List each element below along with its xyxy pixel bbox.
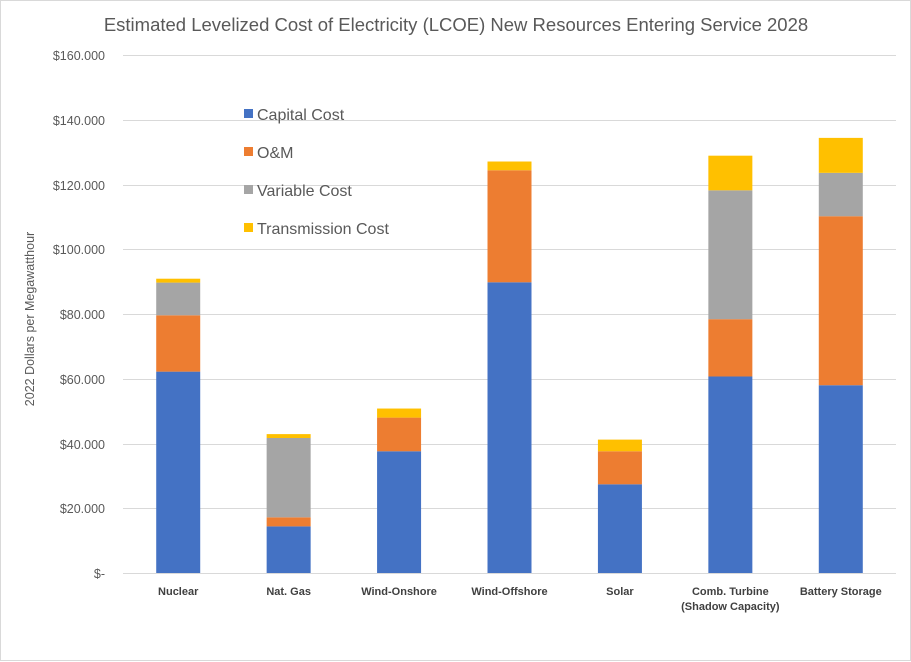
legend-swatch (244, 223, 253, 232)
bar-segment (377, 408, 422, 418)
bar-stack (156, 278, 201, 573)
bar-segment (708, 190, 753, 320)
legend-swatch (244, 147, 253, 156)
bar-segment (818, 385, 863, 573)
x-tick-label: Wind-Offshore (471, 586, 547, 598)
bar-segment (377, 451, 422, 573)
bar-segment (156, 315, 201, 372)
bar-segment (818, 137, 863, 173)
bar-segment (487, 161, 532, 171)
legend-label: Transmission Cost (257, 221, 389, 238)
bar-segment (708, 319, 753, 377)
bar-stack (266, 434, 311, 573)
bar-segment (708, 376, 753, 573)
bar-segment (818, 216, 863, 386)
bar-segment (266, 517, 311, 527)
bar-segment (266, 526, 311, 573)
bar-segment (487, 170, 532, 283)
x-tick-label: Solar (606, 586, 634, 598)
x-tick-label: Nuclear (158, 586, 199, 598)
y-tick-label: $20.000 (60, 502, 105, 516)
legend-label: O&M (257, 145, 293, 162)
y-tick-label: $80.000 (60, 308, 105, 322)
bar-segment (377, 417, 422, 452)
bar-segment (266, 437, 311, 518)
bar-segment (597, 439, 642, 452)
bar-segment (597, 484, 642, 573)
legend-label: Capital Cost (257, 107, 345, 124)
bar-stack (377, 408, 422, 573)
x-tick-label: Wind-Onshore (361, 586, 437, 598)
y-tick-label: $60.000 (60, 373, 105, 387)
bars (156, 137, 863, 573)
bar-segment (266, 434, 311, 438)
y-tick-label: $160.000 (53, 49, 105, 63)
y-tick-label: $120.000 (53, 179, 105, 193)
y-tick-label: $100.000 (53, 243, 105, 257)
legend-label: Variable Cost (257, 183, 352, 200)
legend-swatch (244, 185, 253, 194)
x-tick-label: Battery Storage (800, 586, 882, 598)
y-axis-ticks: $- $20.000 $40.000 $60.000 $80.000 $100.000 $1… (53, 49, 105, 581)
bar-segment (156, 282, 201, 316)
bar-stack (818, 137, 863, 573)
y-tick-label: $140.000 (53, 114, 105, 128)
bar-stack (708, 155, 753, 573)
y-tick-label: $- (94, 567, 105, 581)
x-tick-label: Nat. Gas (266, 586, 311, 598)
legend: Capital Cost O&M Variable Cost Transmission… (244, 107, 389, 238)
bar-segment (156, 278, 201, 283)
legend-swatch (244, 109, 253, 118)
bar-segment (156, 371, 201, 573)
y-tick-label: $40.000 (60, 438, 105, 452)
y-axis-title: 2022 Dollars per Megawatthour (23, 232, 37, 406)
x-axis-labels: Nuclear Nat. Gas Wind-Onshore Wind-Offshore… (158, 586, 882, 613)
bar-segment (597, 451, 642, 485)
bar-segment (487, 282, 532, 573)
x-tick-label: Comb. Turbine (Shadow Capacity) (681, 586, 780, 613)
bar-stack (597, 439, 642, 573)
bar-stack (487, 161, 532, 573)
chart-title: Estimated Levelized Cost of Electricity … (104, 14, 808, 35)
bar-segment (818, 172, 863, 217)
bar-segment (708, 155, 753, 191)
